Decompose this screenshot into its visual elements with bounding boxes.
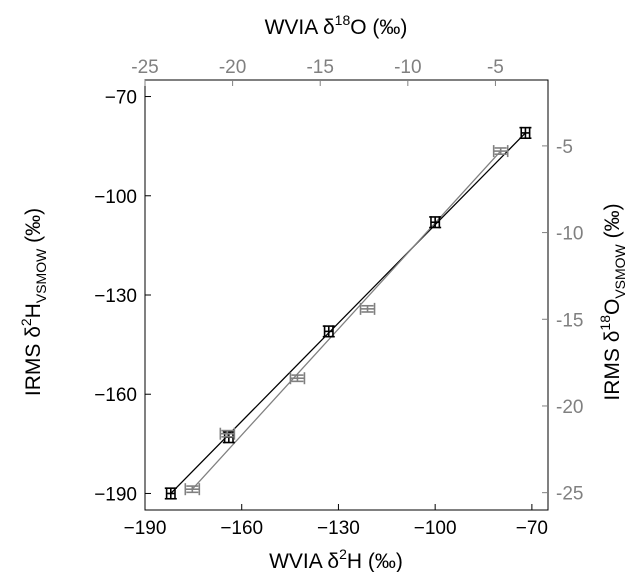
data-point [185,483,199,495]
top-tick-label: -5 [487,57,504,78]
bottom-tick-label: −130 [317,518,360,539]
right-tick-label: -25 [556,484,583,505]
data-point [429,216,441,228]
bottom-axis-title-prefix: WVIA δ [269,550,339,572]
data-point [519,127,531,139]
plot-frame [145,80,548,510]
bottom-tick-label: −70 [516,518,548,539]
data-point [165,487,177,499]
left-tick-label: −70 [105,88,137,109]
left-axis-title-sup: 2 [18,318,34,326]
left-tick-label: −190 [94,484,137,505]
top-tick-label: -20 [219,57,246,78]
top-axis-title-sup: 18 [335,12,351,28]
data-point [361,303,375,315]
right-tick-label: -5 [556,137,573,158]
bottom-axis-ticks: −190 −160 −130 −100 −70 [124,504,548,539]
right-axis-title-suffix: (‰) [601,203,624,244]
left-tick-label: −160 [94,385,137,406]
bottom-axis-title-suffix: H (‰) [347,550,403,572]
right-axis-title-sup: 18 [597,315,613,331]
left-tick-label: −100 [94,187,137,208]
data-point [323,325,335,337]
left-axis-title-prefix: IRMS δ [22,326,45,396]
bottom-axis-title-sup: 2 [339,546,347,562]
top-axis-ticks: -25 -20 -15 -10 -5 [131,57,504,86]
top-tick-label: -15 [306,57,333,78]
right-tick-label: -20 [556,397,583,418]
bottom-tick-label: −190 [124,518,167,539]
left-axis-ticks: −190 −160 −130 −100 −70 [94,88,151,506]
right-axis-title-prefix: IRMS δ [601,331,624,401]
left-axis-title-mid: H [22,303,45,318]
top-axis-title-prefix: WVIA δ [265,16,335,39]
bottom-tick-label: −160 [220,518,263,539]
data-point [494,145,508,157]
left-axis-title: IRMS δ2HVSMOW (‰) [18,208,49,396]
right-axis-title: IRMS δ18OVSMOW (‰) [597,203,628,400]
bottom-axis-title: WVIA δ2H (‰) [269,546,403,572]
top-tick-label: -25 [131,57,158,78]
top-tick-label: -10 [394,57,421,78]
right-tick-label: -15 [556,310,583,331]
top-axis-title: WVIA δ18O (‰) [265,12,408,39]
fit-line [192,151,500,489]
right-tick-label: -10 [556,224,583,245]
right-axis-title-mid: O [601,299,624,315]
left-axis-title-suffix: (‰) [22,208,45,249]
bottom-tick-label: −100 [414,518,457,539]
left-tick-label: −130 [94,286,137,307]
top-axis-title-suffix: O (‰) [350,16,407,39]
right-axis-title-sub: VSMOW [612,243,628,298]
left-axis-title-sub: VSMOW [33,248,49,303]
